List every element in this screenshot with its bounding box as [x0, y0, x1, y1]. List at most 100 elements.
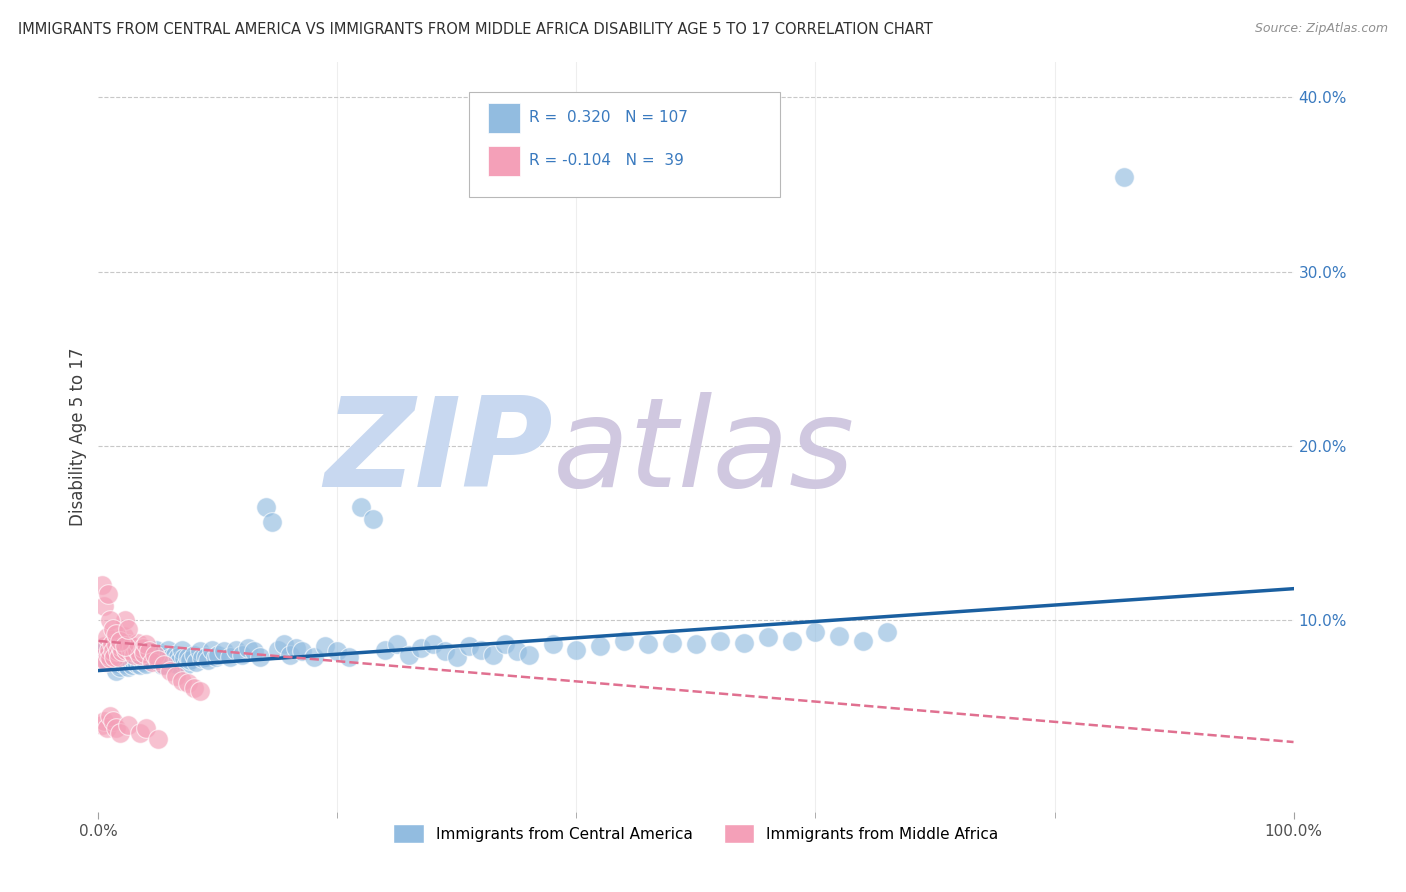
- Point: [191, 651, 214, 665]
- Point: [172, 673, 194, 688]
- Point: [94, 655, 117, 669]
- Text: IMMIGRANTS FROM CENTRAL AMERICA VS IMMIGRANTS FROM MIDDLE AFRICA DISABILITY AGE : IMMIGRANTS FROM CENTRAL AMERICA VS IMMIG…: [18, 22, 934, 37]
- Point: [541, 637, 564, 651]
- Point: [141, 648, 163, 662]
- Point: [105, 637, 128, 651]
- Point: [173, 651, 195, 665]
- Point: [122, 649, 145, 664]
- Point: [120, 644, 142, 658]
- Point: [103, 653, 125, 667]
- Point: [98, 649, 122, 664]
- Point: [131, 640, 153, 655]
- Point: [121, 639, 143, 653]
- Text: R = -0.104   N =  39: R = -0.104 N = 39: [529, 153, 683, 168]
- Point: [236, 640, 259, 655]
- Point: [225, 642, 247, 657]
- Point: [138, 644, 160, 658]
- Point: [804, 625, 827, 640]
- Point: [517, 648, 540, 662]
- Point: [204, 649, 226, 664]
- Point: [132, 646, 155, 660]
- Point: [136, 649, 159, 664]
- Point: [254, 500, 277, 514]
- Y-axis label: Disability Age 5 to 17: Disability Age 5 to 17: [69, 348, 87, 526]
- Point: [613, 634, 636, 648]
- Point: [98, 642, 121, 657]
- Point: [363, 512, 385, 526]
- Point: [212, 644, 235, 658]
- Point: [117, 637, 139, 651]
- Point: [172, 642, 194, 657]
- Point: [458, 639, 481, 653]
- Point: [188, 684, 211, 698]
- Point: [120, 646, 142, 660]
- Point: [108, 726, 131, 740]
- Point: [326, 644, 349, 658]
- Point: [315, 639, 337, 653]
- Point: [207, 648, 229, 662]
- Point: [96, 721, 118, 735]
- Point: [124, 655, 146, 669]
- Point: [177, 675, 200, 690]
- Point: [159, 651, 181, 665]
- Point: [565, 642, 588, 657]
- Point: [197, 653, 219, 667]
- Point: [110, 651, 132, 665]
- Text: atlas: atlas: [553, 392, 855, 513]
- Point: [114, 613, 136, 627]
- Point: [1112, 170, 1135, 185]
- Point: [163, 648, 186, 662]
- Point: [107, 657, 129, 671]
- Point: [709, 634, 731, 648]
- Point: [195, 649, 218, 664]
- Point: [398, 648, 420, 662]
- Point: [267, 642, 290, 657]
- Point: [411, 640, 433, 655]
- Point: [97, 648, 120, 662]
- Point: [183, 681, 205, 695]
- Point: [142, 653, 165, 667]
- Point: [148, 655, 170, 669]
- Text: R =  0.320   N = 107: R = 0.320 N = 107: [529, 110, 688, 125]
- Point: [127, 636, 149, 650]
- Point: [93, 639, 115, 653]
- Point: [97, 655, 120, 669]
- Point: [114, 639, 136, 653]
- Point: [101, 622, 124, 636]
- Text: Source: ZipAtlas.com: Source: ZipAtlas.com: [1254, 22, 1388, 36]
- Point: [117, 660, 139, 674]
- Point: [127, 648, 149, 662]
- Point: [159, 664, 181, 678]
- Point: [91, 717, 114, 731]
- Point: [150, 658, 173, 673]
- Point: [131, 655, 153, 669]
- Point: [101, 714, 124, 728]
- Point: [132, 644, 155, 658]
- Point: [481, 648, 505, 662]
- Point: [385, 637, 409, 651]
- Point: [111, 644, 134, 658]
- Point: [284, 640, 307, 655]
- Point: [148, 731, 170, 746]
- Point: [129, 726, 152, 740]
- Point: [143, 648, 166, 662]
- Point: [121, 658, 143, 673]
- Point: [278, 648, 301, 662]
- Point: [124, 648, 146, 662]
- Point: [129, 648, 152, 662]
- Point: [103, 649, 125, 664]
- Point: [105, 664, 128, 678]
- Text: ZIP: ZIP: [323, 392, 553, 513]
- Point: [91, 578, 114, 592]
- Point: [179, 653, 201, 667]
- Point: [117, 622, 139, 636]
- Point: [107, 648, 129, 662]
- Point: [183, 648, 205, 662]
- Point: [135, 637, 157, 651]
- Point: [302, 649, 325, 664]
- Point: [470, 642, 492, 657]
- Point: [155, 653, 177, 667]
- Point: [422, 637, 444, 651]
- Point: [101, 644, 124, 658]
- Point: [108, 634, 131, 648]
